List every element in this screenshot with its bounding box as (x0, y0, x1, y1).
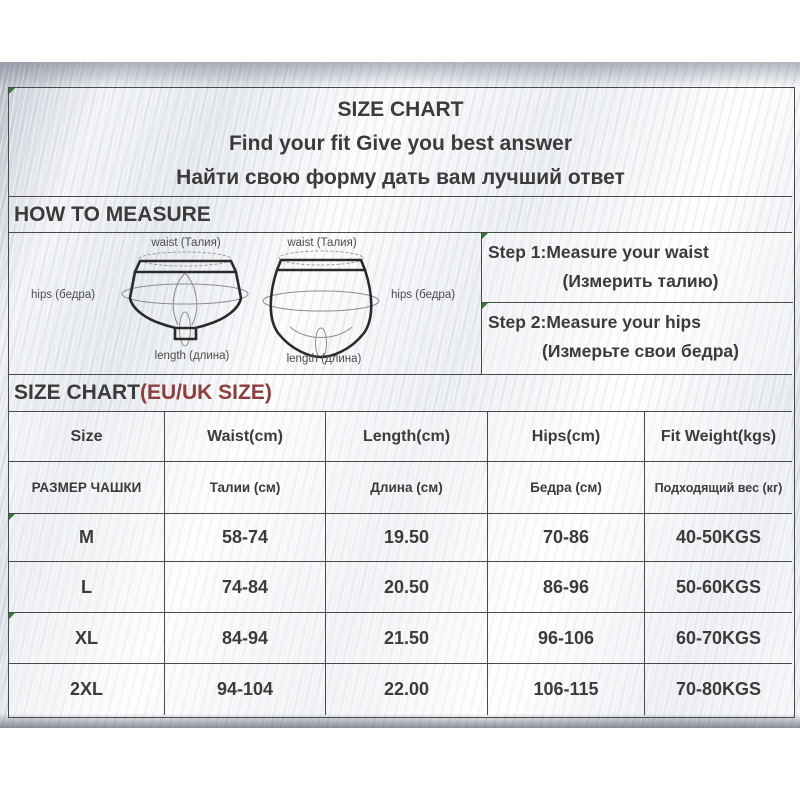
back-length-label: length (длина) (286, 353, 362, 365)
size-table: Size Waist(cm) Length(cm) Hips(cm) Fit W… (9, 412, 792, 715)
row-l-waist: 74-84 (165, 562, 326, 613)
briefs-back-diagram (262, 250, 380, 359)
col-header-weight-ru: Подходящий вес (кг) (645, 462, 792, 514)
front-waist-label: waist (Талия) (151, 237, 221, 249)
step-2-text-en: Step 2:Measure your hips (488, 312, 701, 332)
col-header-length-ru: Длина (см) (326, 462, 488, 514)
col-header-size-ru: РАЗМЕР ЧАШКИ (9, 462, 165, 514)
table-heading-red: (EU/UK SIZE) (140, 381, 272, 404)
row-2xl-size: 2XL (9, 664, 165, 715)
row-2xl-hips: 106-115 (488, 664, 645, 715)
row-m-hips: 70-86 (488, 514, 645, 562)
title-subtitle-en: Find your fit Give you best answer (228, 132, 573, 155)
row-m-length: 19.50 (326, 514, 488, 562)
col-header-length: Length(cm) (326, 412, 488, 462)
row-m-size: M (9, 514, 165, 562)
fabric-top-shade (0, 62, 800, 88)
row-m-weight: 40-50KGS (645, 514, 792, 562)
back-hips-label: hips (бедра) (391, 289, 456, 301)
row-xl-waist: 84-94 (165, 613, 326, 664)
row-xl-length: 21.50 (326, 613, 488, 664)
row-2xl-waist: 94-104 (165, 664, 326, 715)
size-chart-panel: SIZE CHART Find your fit Give you best a… (8, 87, 795, 718)
row-2xl-weight: 70-80KGS (645, 664, 792, 715)
table-heading-black: SIZE CHART (14, 381, 140, 404)
table-heading: SIZE CHART(EU/UK SIZE) (9, 375, 792, 412)
title-block: SIZE CHART Find your fit Give you best a… (9, 88, 792, 196)
front-hips-label: hips (бедра) (31, 289, 96, 301)
col-header-waist: Waist(cm) (165, 412, 326, 462)
back-waist-label: waist (Талия) (287, 237, 357, 249)
front-length-label: length (длина) (154, 350, 230, 362)
briefs-front-diagram (121, 251, 249, 347)
step-1-text-en: Step 1:Measure your waist (488, 242, 709, 262)
col-header-size: Size (9, 412, 165, 462)
step-2-cell: Step 2:Measure your hips (Измерьте свои … (482, 303, 793, 374)
row-xl-weight: 60-70KGS (645, 613, 792, 664)
step-2-text-ru: (Измерьте свои бедра) (542, 341, 739, 361)
title-subtitle-ru: Найти свою форму дать вам лучший ответ (176, 166, 625, 189)
col-header-hips-ru: Бедра (см) (488, 462, 645, 514)
row-2xl-length: 22.00 (326, 664, 488, 715)
measure-section: waist (Талия) waist (Талия) hips (бедра)… (9, 233, 793, 375)
col-header-hips: Hips(cm) (488, 412, 645, 462)
fabric-bottom-shade (0, 713, 800, 728)
col-header-weight: Fit Weight(kgs) (645, 412, 792, 462)
step-1-cell: Step 1:Measure your waist (Измерить тали… (482, 233, 793, 303)
row-xl-hips: 96-106 (488, 613, 645, 664)
measure-steps: Step 1:Measure your waist (Измерить тали… (481, 233, 793, 375)
how-to-measure-heading: HOW TO MEASURE (9, 196, 792, 233)
row-l-length: 20.50 (326, 562, 488, 613)
col-header-waist-ru: Талии (см) (165, 462, 326, 514)
row-l-hips: 86-96 (488, 562, 645, 613)
row-xl-size: XL (9, 613, 165, 664)
row-m-waist: 58-74 (165, 514, 326, 562)
row-l-weight: 50-60KGS (645, 562, 792, 613)
measure-diagram-cell: waist (Талия) waist (Талия) hips (бедра)… (9, 233, 481, 375)
step-1-text-ru: (Измерить талию) (562, 271, 719, 291)
page-title: SIZE CHART (337, 98, 464, 121)
row-l-size: L (9, 562, 165, 613)
fabric-background (0, 62, 800, 728)
